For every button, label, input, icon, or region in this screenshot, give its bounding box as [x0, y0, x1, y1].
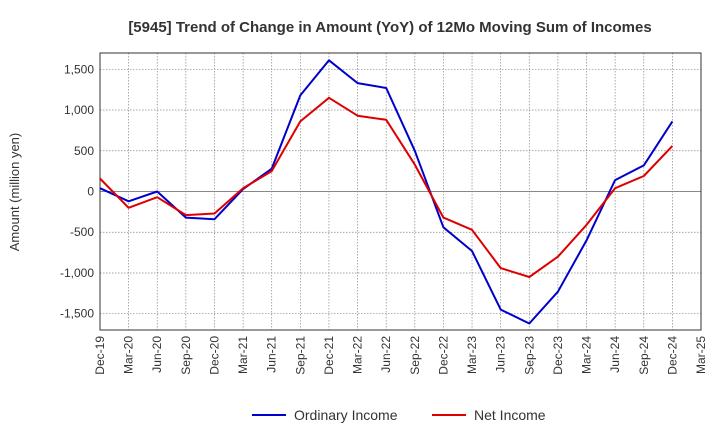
x-tick-label: Dec-19: [93, 336, 107, 375]
y-tick-label: 500: [74, 144, 94, 158]
y-tick-label: 0: [87, 185, 94, 199]
x-tick-label: Dec-23: [551, 336, 565, 375]
series-line-ordinary-income: [99, 59, 674, 325]
x-tick-label: Dec-24: [665, 336, 679, 375]
x-tick-label: Jun-22: [379, 336, 393, 373]
x-tick-label: Jun-20: [150, 336, 164, 373]
x-tick-label: Jun-24: [608, 336, 622, 373]
x-tick-label: Dec-22: [436, 336, 450, 375]
x-tick-label: Sep-20: [179, 336, 193, 375]
y-tick-label: -1,000: [60, 266, 94, 280]
plot-area: -1,500 -1,000 -500 0 500 1,000 1,500 Dec-19 Mar-…: [60, 52, 708, 375]
x-tick-label: Mar-23: [465, 336, 479, 374]
x-tick-label: Jun-23: [494, 336, 508, 373]
x-tick-label: Jun-21: [265, 336, 279, 373]
y-tick-label: -500: [70, 225, 94, 239]
plot-frame: [99, 52, 702, 331]
x-tick-label: Mar-25: [694, 336, 708, 374]
y-axis-label: Amount (million yen): [7, 133, 22, 252]
series-line-net-income: [99, 96, 674, 278]
y-tick-label: -1,500: [60, 307, 94, 321]
x-tick-label: Mar-24: [580, 336, 594, 374]
x-tick-label: Mar-21: [236, 336, 250, 374]
x-tick-label: Sep-22: [408, 336, 422, 375]
x-tick-label: Sep-21: [293, 336, 307, 375]
x-tick-label: Dec-21: [322, 336, 336, 375]
chart-title: [5945] Trend of Change in Amount (YoY) o…: [128, 19, 651, 36]
legend: Ordinary Income Net Income: [252, 407, 546, 423]
x-tick-label: Dec-20: [207, 336, 221, 375]
x-tick-label: Mar-20: [122, 336, 136, 374]
x-tick-label: Mar-22: [351, 336, 365, 374]
y-tick-label: 1,000: [64, 103, 94, 117]
legend-label-net-income: Net Income: [474, 407, 546, 423]
x-tick-label: Sep-23: [522, 336, 536, 375]
legend-label-ordinary-income: Ordinary Income: [294, 407, 398, 423]
x-tick-label: Sep-24: [637, 336, 651, 375]
y-tick-label: 1,500: [64, 62, 94, 76]
